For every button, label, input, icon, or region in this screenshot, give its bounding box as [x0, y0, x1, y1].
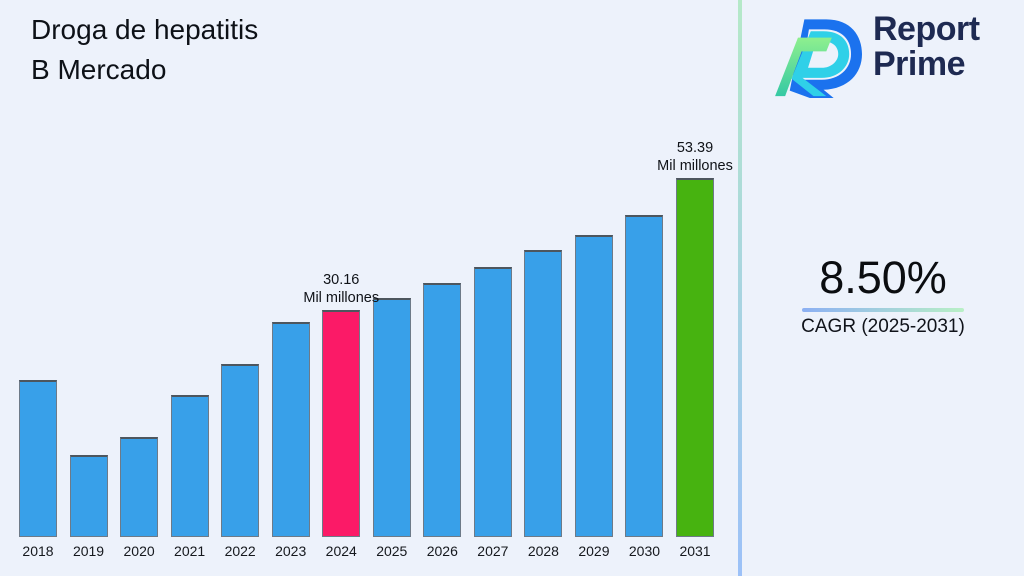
x-tick-2024: 2024	[325, 543, 357, 559]
x-tick-2031: 2031	[679, 543, 711, 559]
report-prime-logo-icon	[773, 12, 865, 103]
x-tick-2028: 2028	[527, 543, 559, 559]
brand-logo: Report Prime	[773, 10, 1003, 98]
bar-2028	[524, 250, 563, 537]
bar-chart: 2018 2019 2020 2021 2022 2023 2024 30.16 Mil mi…	[19, 140, 733, 559]
x-tick-2025: 2025	[376, 543, 408, 559]
cagr-block: 8.50% CAGR (2025-2031)	[792, 253, 974, 338]
x-tick-2023: 2023	[275, 543, 307, 559]
data-label-2024: 30.16 Mil millones	[303, 272, 380, 306]
divider-line	[738, 0, 742, 576]
bar-2022	[221, 364, 260, 537]
x-tick-2021: 2021	[174, 543, 206, 559]
bar-2031	[676, 178, 715, 537]
bar-2023	[271, 322, 310, 537]
x-tick-2027: 2027	[477, 543, 509, 559]
bar-2027	[473, 267, 512, 537]
bar-2021	[170, 395, 209, 537]
bar-2030	[625, 215, 664, 537]
bar-2019	[69, 455, 108, 537]
x-tick-2030: 2030	[628, 543, 661, 559]
bar-2029	[574, 235, 613, 537]
cagr-underline	[802, 308, 964, 312]
cagr-value: 8.50%	[819, 252, 947, 303]
bar-2018	[19, 380, 57, 537]
bar-2025	[372, 298, 411, 537]
page-title: Droga de hepatitis B Mercado	[31, 14, 259, 85]
bar-2020	[120, 437, 159, 537]
x-tick-2026: 2026	[426, 543, 458, 559]
x-tick-2029: 2029	[578, 543, 610, 559]
x-tick-2018: 2018	[22, 543, 54, 559]
x-tick-2020: 2020	[123, 543, 155, 559]
brand-name: Report Prime	[873, 10, 980, 83]
cagr-label: CAGR (2025-2031)	[801, 316, 965, 337]
bar-2024	[322, 310, 361, 537]
x-tick-2019: 2019	[72, 543, 105, 559]
x-tick-2022: 2022	[224, 543, 256, 559]
bar-2026	[423, 283, 462, 537]
data-label-2031: 53.39 Mil millones	[657, 140, 733, 174]
